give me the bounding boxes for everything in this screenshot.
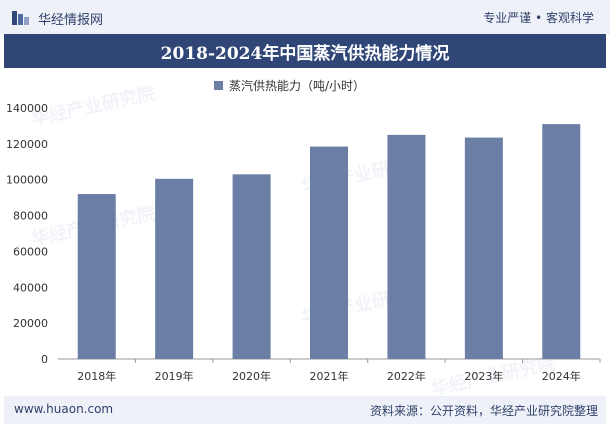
bar bbox=[387, 134, 426, 359]
bar bbox=[310, 146, 348, 359]
y-tick-label: 0 bbox=[41, 353, 48, 366]
bar bbox=[155, 178, 194, 359]
footer-source: 资料来源：公开资料，华经产业研究院整理 bbox=[369, 404, 598, 418]
footer: www.huaon.com 资料来源：公开资料，华经产业研究院整理 bbox=[4, 396, 606, 424]
chart-title: 2018-2024年中国蒸汽供热能力情况 bbox=[160, 43, 450, 64]
x-tick-label: 2020年 bbox=[232, 369, 271, 383]
footer-url: www.huaon.com bbox=[14, 402, 114, 416]
title-bar: 2018-2024年中国蒸汽供热能力情况 bbox=[4, 34, 606, 68]
top-banner: 华经情报网 专业严谨 • 客观科学 bbox=[0, 0, 610, 34]
legend-swatch bbox=[214, 81, 223, 90]
bar bbox=[232, 174, 271, 359]
bar bbox=[542, 124, 581, 359]
x-tick-label: 2022年 bbox=[387, 369, 426, 383]
y-tick-label: 20000 bbox=[13, 317, 48, 330]
y-tick-label: 100000 bbox=[6, 174, 48, 187]
x-tick-label: 2023年 bbox=[464, 369, 503, 383]
bar bbox=[464, 137, 503, 359]
brand-name: 华经情报网 bbox=[38, 13, 104, 28]
y-tick-label: 40000 bbox=[13, 281, 48, 294]
slogan: 专业严谨 • 客观科学 bbox=[483, 11, 594, 25]
huajing-logo-icon bbox=[12, 11, 29, 25]
y-tick-label: 80000 bbox=[13, 210, 48, 223]
y-tick-label: 140000 bbox=[6, 102, 48, 115]
x-tick-label: 2018年 bbox=[77, 369, 116, 383]
bar bbox=[77, 194, 116, 359]
y-tick-label: 120000 bbox=[6, 138, 48, 151]
legend: 蒸汽供热能力（吨/小时） bbox=[214, 77, 365, 94]
x-tick-label: 2021年 bbox=[310, 369, 349, 383]
legend-label: 蒸汽供热能力（吨/小时） bbox=[229, 79, 366, 93]
x-tick-label: 2024年 bbox=[542, 369, 581, 383]
y-tick-label: 60000 bbox=[13, 245, 48, 258]
x-tick-label: 2019年 bbox=[155, 369, 194, 383]
